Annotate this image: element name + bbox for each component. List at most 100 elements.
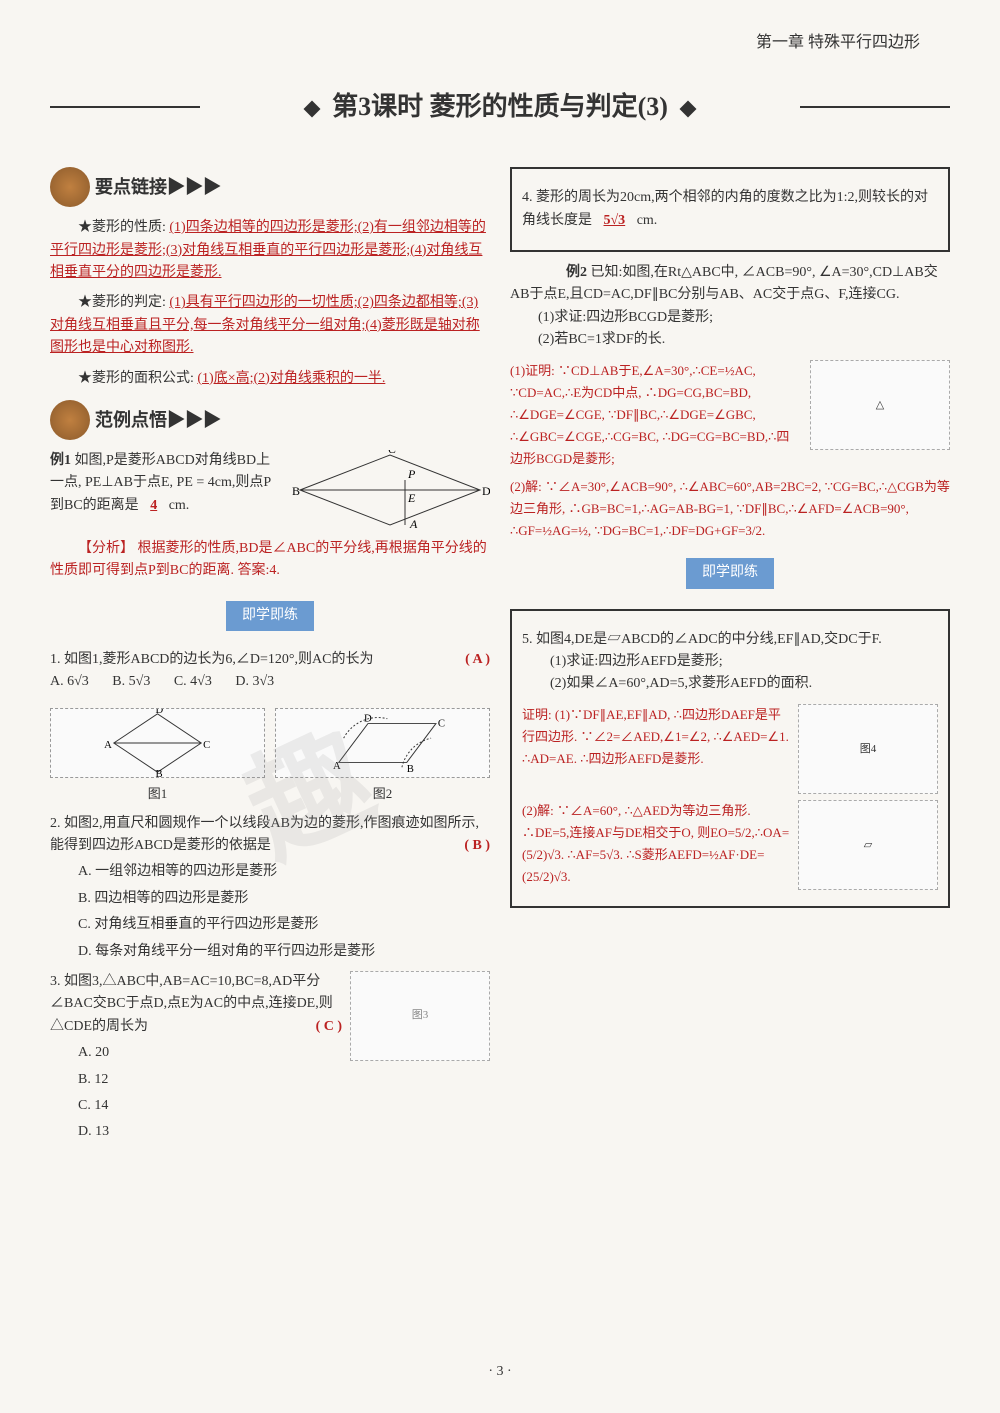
ex2-figure: △ <box>810 360 950 450</box>
question-4-box: 4. 菱形的周长为20cm,两个相邻的内角的度数之比为1:2,则较长的对角线长度… <box>510 167 950 252</box>
property-1: ★菱形的性质: (1)四条边相等的四边形是菱形;(2)有一组邻边相等的平行四边形… <box>50 217 490 284</box>
svg-text:B: B <box>407 763 414 775</box>
q3-opt-c: C. 14 <box>78 1095 490 1117</box>
svg-text:D: D <box>364 713 372 725</box>
q2-opt-d: D. 每条对角线平分一组对角的平行四边形是菱形 <box>78 941 490 963</box>
ex1-label: 例1 <box>50 450 71 472</box>
svg-text:B: B <box>292 484 300 498</box>
q5-sub2: (2)如果∠A=60°,AD=5,求菱形AEFD的面积. <box>522 673 938 695</box>
figures-1-2: A D C B 图1 A D C <box>50 702 490 805</box>
page-number: · 3 · <box>488 1361 511 1383</box>
ex2-q1: (1)求证:四边形BCGD是菱形; <box>510 307 950 329</box>
question-1: 1. 如图1,菱形ABCD的边长为6,∠D=120°,则AC的长为 ( A ) … <box>50 649 490 694</box>
q4-text: 4. 菱形的周长为20cm,两个相邻的内角的度数之比为1:2,则较长的对角线长度… <box>522 190 928 227</box>
main-content: 要点链接▶▶▶ ★菱形的性质: (1)四条边相等的四边形是菱形;(2)有一组邻边… <box>50 157 950 1156</box>
practice-label-2: 即学即练 <box>686 558 774 588</box>
ex2-p2-label: (2)解: <box>510 479 542 494</box>
keypoints-title: 要点链接▶▶▶ <box>95 173 221 202</box>
figure-1: A D C B <box>50 708 265 778</box>
q1-opt-c: C. 4√3 <box>174 671 212 693</box>
question-5-box: 5. 如图4,DE是▱ABCD的∠ADC的中分线,EF∥AD,交DC于F. (1… <box>510 609 950 908</box>
figure-4b: ▱ <box>798 800 938 890</box>
examples-title: 范例点悟▶▶▶ <box>95 406 221 435</box>
q2-text: 2. 如图2,用直尺和圆规作一个以线段AB为边的菱形,作图痕迹如图所示,能得到四… <box>50 816 479 853</box>
q5-text: 5. 如图4,DE是▱ABCD的∠ADC的中分线,EF∥AD,交DC于F. <box>522 632 882 647</box>
q2-answer: ( B ) <box>464 835 490 857</box>
property-3: ★菱形的面积公式: (1)底×高;(2)对角线乘积的一半. <box>50 368 490 390</box>
ex1-figure: B C D A P E <box>290 450 490 530</box>
q2-opt-c: C. 对角线互相垂直的平行四边形是菱形 <box>78 914 490 936</box>
ex2-p1-text: ∵CD⊥AB于E,∠A=30°,∴CE=½AC, ∵CD=AC,∴E为CD中点,… <box>510 363 789 466</box>
q1-opt-d: D. 3√3 <box>235 671 274 693</box>
q2-opt-b: B. 四边相等的四边形是菱形 <box>78 888 490 910</box>
practice-badge-2: 即学即练 <box>510 548 950 598</box>
q1-text: 1. 如图1,菱形ABCD的边长为6,∠D=120°,则AC的长为 <box>50 652 373 667</box>
right-column: 4. 菱形的周长为20cm,两个相邻的内角的度数之比为1:2,则较长的对角线长度… <box>510 157 950 1156</box>
badge-icon <box>50 167 90 207</box>
svg-text:C: C <box>203 739 210 751</box>
q1-answer: ( A ) <box>465 649 490 671</box>
q3-opt-b: B. 12 <box>78 1069 490 1091</box>
chapter-header: 第一章 特殊平行四边形 <box>50 30 950 56</box>
example-2: 例2 已知:如图,在Rt△ABC中, ∠ACB=90°, ∠A=30°,CD⊥A… <box>510 262 950 352</box>
svg-text:B: B <box>156 768 163 777</box>
q5-proof: 图4 证明: (1)∵DF∥AE,EF∥AD, ∴四边形DAEF是平行四边形. … <box>522 704 938 794</box>
svg-text:A: A <box>409 517 418 530</box>
fig4-label: 图4 <box>860 743 877 755</box>
fig3-label: 图3 <box>412 1009 429 1021</box>
question-4: 4. 菱形的周长为20cm,两个相邻的内角的度数之比为1:2,则较长的对角线长度… <box>522 187 938 232</box>
figure-3: 图3 <box>350 971 490 1061</box>
svg-text:E: E <box>407 491 416 505</box>
keypoints-header: 要点链接▶▶▶ <box>50 167 490 207</box>
practice-label-1: 即学即练 <box>226 601 314 631</box>
star1: ★菱形的性质: <box>78 220 166 235</box>
ex1-analysis: 【分析】 根据菱形的性质,BD是∠ABC的平分线,再根据角平分线的性质即可得到点… <box>50 538 490 583</box>
q4-unit: cm. <box>637 213 658 228</box>
lesson-title: 第3课时 菱形的性质与判定(3) <box>50 86 950 128</box>
q3-opt-d: D. 13 <box>78 1121 490 1143</box>
star3: ★菱形的面积公式: <box>78 371 194 386</box>
badge-icon-2 <box>50 400 90 440</box>
q5-proof2: ▱ (2)解: ∵∠A=60°, ∴△AED为等边三角形. ∴DE=5,连接AF… <box>522 800 938 890</box>
fig1-label: 图1 <box>50 784 265 805</box>
svg-text:P: P <box>407 467 416 481</box>
star2: ★菱形的判定: <box>78 295 166 310</box>
ex1-answer: 4 <box>142 498 165 513</box>
q5-proof-label: 证明: <box>522 707 552 722</box>
ex1-unit: cm. <box>169 498 190 513</box>
ex2-proof1: △ (1)证明: ∵CD⊥AB于E,∠A=30°,∴CE=½AC, ∵CD=AC… <box>510 360 950 470</box>
example-1: B C D A P E 例1 如图,P是菱形ABCD对角线BD上一点, PE⊥A… <box>50 450 490 530</box>
left-column: 要点链接▶▶▶ ★菱形的性质: (1)四条边相等的四边形是菱形;(2)有一组邻边… <box>50 157 490 1156</box>
figure-4: 图4 <box>798 704 938 794</box>
fig2-label: 图2 <box>275 784 490 805</box>
ex2-label: 例2 <box>538 262 587 284</box>
practice-badge-1: 即学即练 <box>50 591 490 641</box>
ex2-proof2: (2)解: ∵∠A=30°,∠ACB=90°, ∴∠ABC=60°,AB=2BC… <box>510 476 950 542</box>
figure-2: A D C B <box>275 708 490 778</box>
svg-text:D: D <box>156 709 164 716</box>
q5-sub1: (1)求证:四边形AEFD是菱形; <box>522 651 938 673</box>
svg-text:C: C <box>438 717 445 729</box>
ex2-p2-text: ∵∠A=30°,∠ACB=90°, ∴∠ABC=60°,AB=2BC=2, ∵C… <box>510 479 950 538</box>
q4-answer: 5√3 <box>596 213 634 228</box>
svg-text:A: A <box>333 760 341 772</box>
question-2: 2. 如图2,用直尺和圆规作一个以线段AB为边的菱形,作图痕迹如图所示,能得到四… <box>50 813 490 963</box>
svg-text:D: D <box>482 484 490 498</box>
svg-text:C: C <box>388 450 397 456</box>
q1-opt-b: B. 5√3 <box>112 671 150 693</box>
q3-answer: ( C ) <box>316 1016 342 1038</box>
analysis-label: 【分析】 <box>78 541 134 556</box>
q5-p2-label: (2)解: <box>522 803 554 818</box>
prop3-text: (1)底×高;(2)对角线乘积的一半. <box>197 371 385 386</box>
examples-header: 范例点悟▶▶▶ <box>50 400 490 440</box>
question-5: 5. 如图4,DE是▱ABCD的∠ADC的中分线,EF∥AD,交DC于F. (1… <box>522 629 938 696</box>
lesson-title-text: 第3课时 菱形的性质与判定(3) <box>332 92 668 121</box>
q3-text: 3. 如图3,△ABC中,AB=AC=10,BC=8,AD平分∠BAC交BC于点… <box>50 974 333 1034</box>
q5-proof1: (1)∵DF∥AE,EF∥AD, ∴四边形DAEF是平行四边形. ∵∠2=∠AE… <box>522 707 789 766</box>
ex2-p1-label: (1)证明: <box>510 363 555 378</box>
property-2: ★菱形的判定: (1)具有平行四边形的一切性质;(2)四条边都相等;(3)对角线… <box>50 292 490 359</box>
q2-opt-a: A. 一组邻边相等的四边形是菱形 <box>78 861 490 883</box>
ex2-q2: (2)若BC=1求DF的长. <box>510 329 950 351</box>
question-3: 图3 3. 如图3,△ABC中,AB=AC=10,BC=8,AD平分∠BAC交B… <box>50 971 490 1148</box>
q5-proof2-text: ∵∠A=60°, ∴△AED为等边三角形. ∴DE=5,连接AF与DE相交于O,… <box>522 803 789 884</box>
